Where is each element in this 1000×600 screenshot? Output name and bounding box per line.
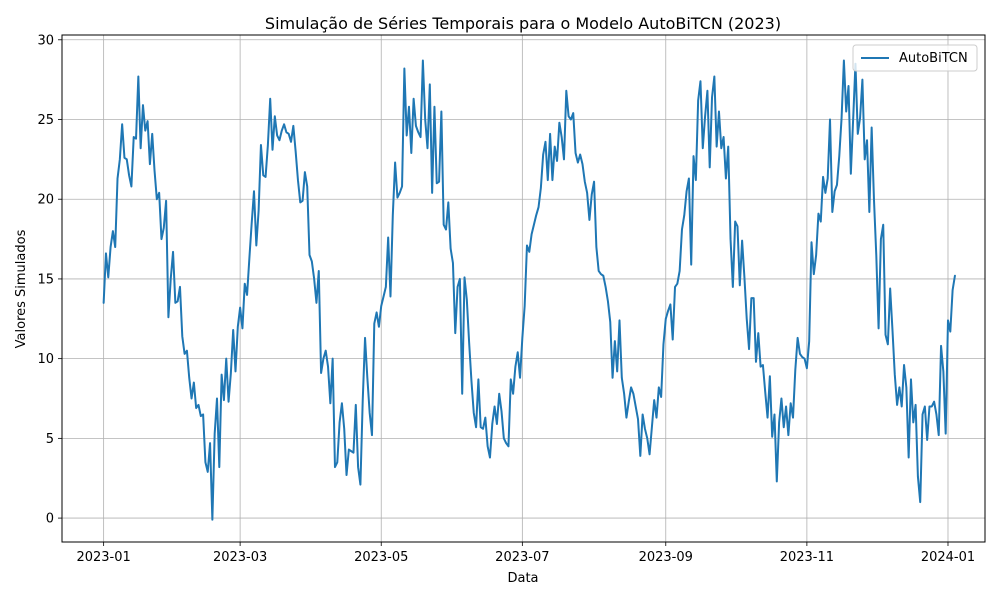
grid-lines xyxy=(62,35,985,542)
legend-box xyxy=(852,44,978,72)
series-line-autobitcn xyxy=(102,59,956,521)
y-tick-label: 5 xyxy=(46,432,54,447)
x-tick-label: 2023-03 xyxy=(213,550,267,565)
y-axis-ticks: 0 5 10 15 20 25 30 xyxy=(37,33,62,527)
chart-title: Simulação de Séries Temporais para o Mod… xyxy=(265,14,781,33)
plot-area-frame xyxy=(61,34,986,543)
x-tick-label: 2023-01 xyxy=(76,550,130,565)
x-tick-label: 2023-07 xyxy=(495,550,549,565)
x-tick-label: 2023-09 xyxy=(639,550,693,565)
x-axis-label: Data xyxy=(507,571,538,586)
y-axis-label: Valores Simulados xyxy=(14,229,29,348)
legend: AutoBiTCN xyxy=(852,44,978,72)
y-tick-label: 20 xyxy=(37,193,54,208)
y-tick-label: 10 xyxy=(37,352,54,367)
y-tick-label: 0 xyxy=(46,512,54,527)
x-tick-label: 2023-11 xyxy=(780,550,834,565)
y-tick-label: 30 xyxy=(37,33,54,48)
x-tick-label: 2024-01 xyxy=(921,550,975,565)
y-tick-label: 25 xyxy=(37,113,54,128)
series-layer xyxy=(102,59,956,521)
x-tick-label: 2023-05 xyxy=(354,550,408,565)
y-tick-label: 15 xyxy=(37,272,54,287)
x-axis-ticks: 2023-01 2023-03 2023-05 2023-07 2023-09 2023-… xyxy=(76,542,975,565)
legend-label-autobitcn: AutoBiTCN xyxy=(899,51,968,66)
